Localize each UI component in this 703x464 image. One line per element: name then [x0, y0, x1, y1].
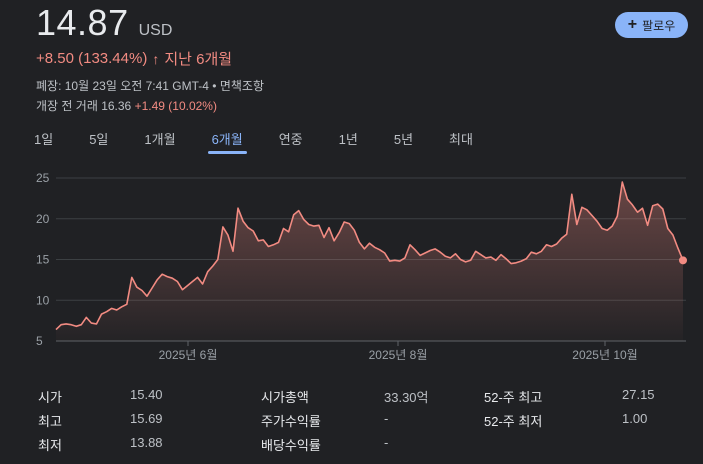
tab-1d[interactable]: 1일 [34, 131, 54, 147]
y-tick-label: 10 [36, 293, 50, 307]
premarket-change: +1.49 (10.02%) [134, 99, 217, 113]
premarket-label: 개장 전 거래 16.36 [36, 99, 132, 113]
x-tick-label: 2025년 10월 [572, 348, 637, 362]
change-value: +8.50 (133.44%) [36, 50, 148, 67]
stat-label-low: 최저 [38, 438, 62, 453]
y-tick-label: 20 [36, 212, 50, 226]
stat-value-low: 13.88 [130, 435, 163, 450]
premarket-info: 개장 전 거래 16.36 +1.49 (10.02%) [36, 97, 217, 114]
x-tick-label: 2025년 6월 [159, 348, 218, 362]
change-period: 지난 6개월 [164, 51, 233, 68]
stat-value-pe-ratio: - [384, 411, 389, 426]
stat-value-dividend-yield: - [384, 435, 389, 450]
stat-value-high: 15.69 [130, 411, 163, 426]
follow-label: 팔로우 [642, 18, 676, 33]
tab-1m[interactable]: 1개월 [144, 131, 176, 147]
currency-label: USD [138, 22, 173, 39]
last-point-marker [679, 256, 687, 265]
y-tick-label: 5 [36, 334, 43, 348]
y-tick-label: 15 [36, 253, 50, 267]
stat-label-open: 시가 [38, 390, 62, 405]
x-tick-label: 2025년 8월 [369, 348, 428, 362]
y-tick-label: 25 [36, 171, 50, 185]
series-area [56, 182, 683, 341]
price-header: 14.87 USD [36, 2, 172, 44]
tab-max[interactable]: 최대 [449, 131, 473, 147]
range-tabs: 1일 5일 1개월 6개월 연중 1년 5년 최대 [24, 124, 499, 154]
current-price: 14.87 [36, 2, 129, 43]
price-chart[interactable]: 25 20 15 10 5 2025년 6월 2025년 8월 2025년 10월 [0, 162, 703, 367]
follow-button[interactable]: + 팔로우 [615, 12, 688, 38]
stat-label-52w-high: 52-주 최고 [484, 390, 543, 405]
stat-value-open: 15.40 [130, 387, 163, 402]
arrow-up-icon: ↑ [152, 50, 160, 67]
tab-ytd[interactable]: 연중 [278, 131, 303, 147]
stat-label-high: 최고 [38, 414, 62, 429]
close-info: 폐장: 10월 23일 오전 7:41 GMT-4 • 면책조항 [36, 79, 264, 93]
stat-label-pe-ratio: 주가수익률 [261, 414, 321, 429]
stat-value-market-cap: 33.30억 [384, 390, 429, 405]
tab-5d[interactable]: 5일 [89, 131, 109, 147]
tab-5y[interactable]: 5년 [393, 131, 414, 147]
plus-icon: + [627, 16, 638, 33]
price-change: +8.50 (133.44%) ↑ 지난 6개월 [36, 48, 232, 69]
stat-label-52w-low: 52-주 최저 [484, 414, 543, 429]
stat-value-52w-high: 27.15 [622, 387, 655, 402]
stat-label-dividend-yield: 배당수익률 [261, 438, 321, 453]
stat-value-52w-low: 1.00 [622, 411, 648, 426]
series-line [55, 181, 684, 331]
stat-label-market-cap: 시가총액 [261, 390, 309, 405]
tab-6m[interactable]: 6개월 [202, 124, 253, 154]
tab-1y[interactable]: 1년 [338, 131, 358, 147]
